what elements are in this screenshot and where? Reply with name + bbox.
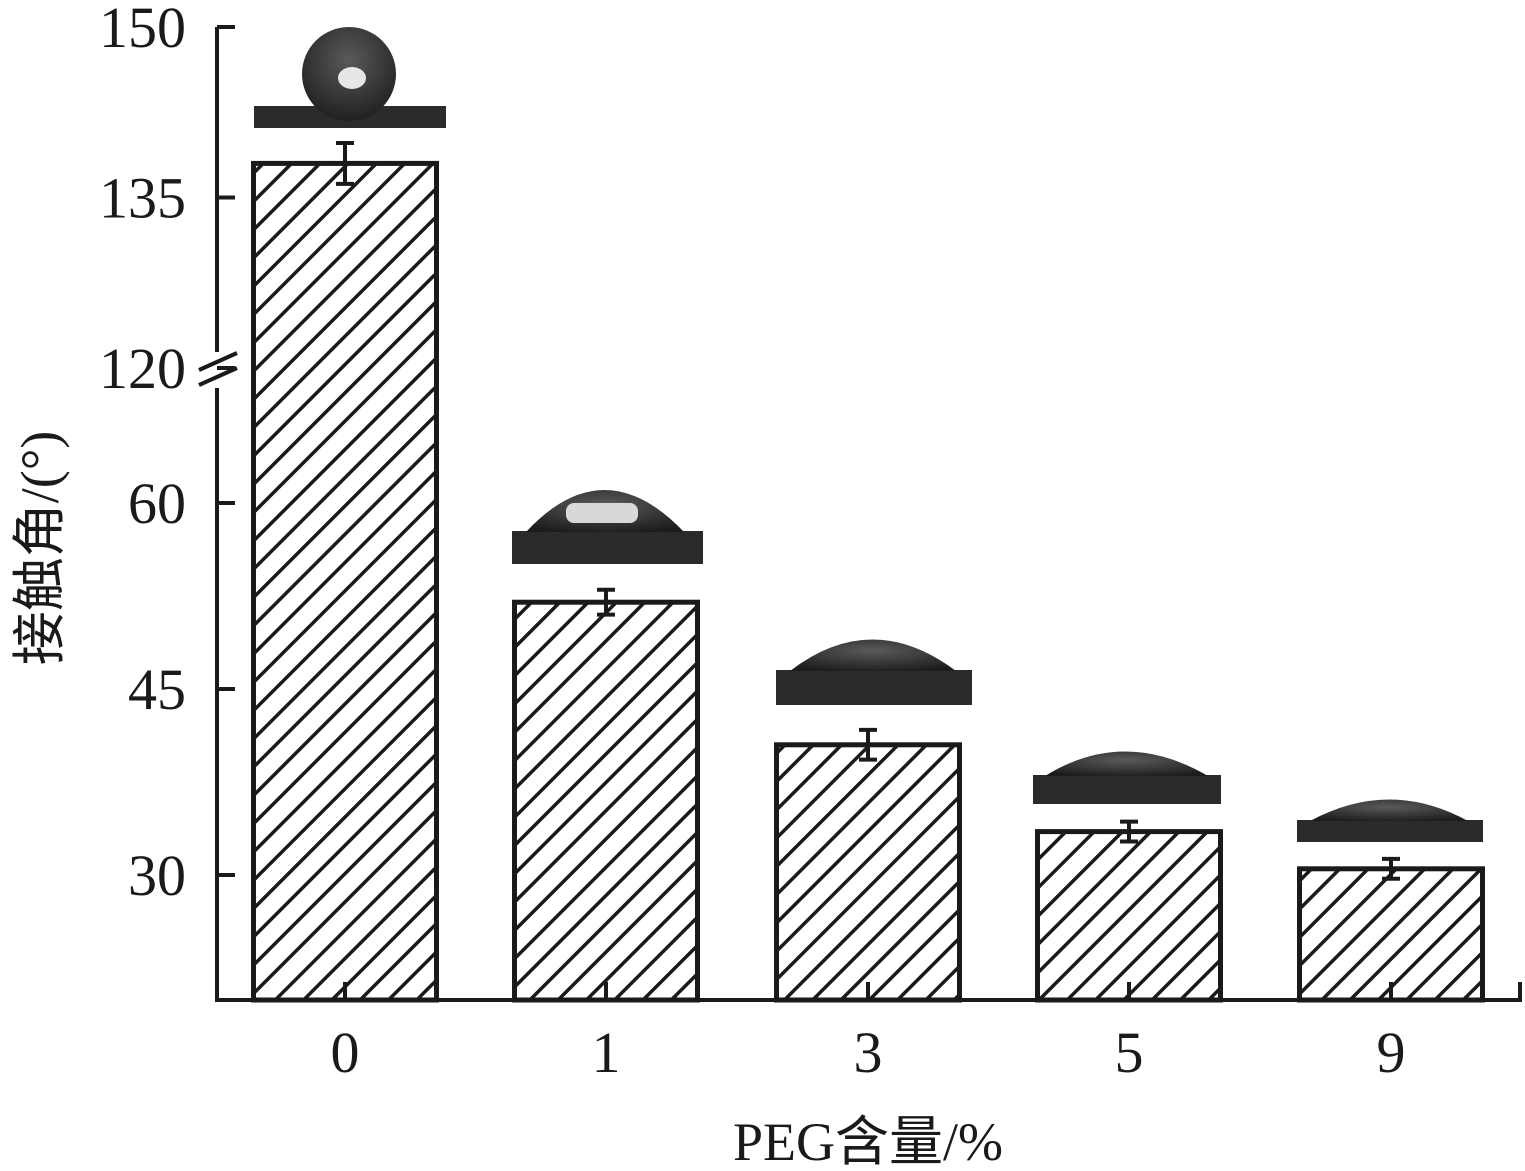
droplet-image-9 xyxy=(1297,799,1483,842)
bar-9 xyxy=(1297,866,1485,1003)
y-tick-label: 150 xyxy=(99,0,186,60)
y-tick-label: 135 xyxy=(99,166,186,231)
error-bars xyxy=(336,140,1400,881)
droplet-image-3 xyxy=(776,639,972,705)
droplet-insets xyxy=(254,27,1483,842)
y-ticks: 30 45 60 120 135 150 xyxy=(99,0,235,908)
bar-0 xyxy=(251,160,439,1003)
error-bar-9 xyxy=(1382,856,1400,881)
error-bar-3 xyxy=(859,727,877,762)
x-ticks: 0 1 3 5 9 xyxy=(331,982,1406,1085)
x-tick-label: 9 xyxy=(1377,1020,1406,1085)
y-tick-label: 60 xyxy=(128,471,186,536)
droplet-image-0 xyxy=(254,27,446,128)
error-bar-0 xyxy=(336,140,354,186)
x-axis-title: PEG含量/% xyxy=(733,1112,1003,1171)
droplet-image-5 xyxy=(1033,751,1221,804)
bar-5 xyxy=(1035,829,1223,1003)
error-bar-5 xyxy=(1120,819,1138,844)
droplet-image-1 xyxy=(512,490,703,564)
x-tick-label: 0 xyxy=(331,1020,360,1085)
bar-3 xyxy=(774,742,962,1003)
bars xyxy=(251,160,1485,1003)
y-axis-title: 接触角/(°) xyxy=(10,431,70,666)
error-bar-1 xyxy=(597,587,615,617)
x-tick-label: 3 xyxy=(854,1020,883,1085)
x-tick-label: 5 xyxy=(1115,1020,1144,1085)
x-tick-label: 1 xyxy=(592,1020,621,1085)
axis-break-mark xyxy=(198,351,238,387)
y-tick-label: 120 xyxy=(99,336,186,401)
y-tick-label: 30 xyxy=(128,843,186,908)
y-tick-label: 45 xyxy=(128,657,186,722)
bar-1 xyxy=(512,599,700,1003)
